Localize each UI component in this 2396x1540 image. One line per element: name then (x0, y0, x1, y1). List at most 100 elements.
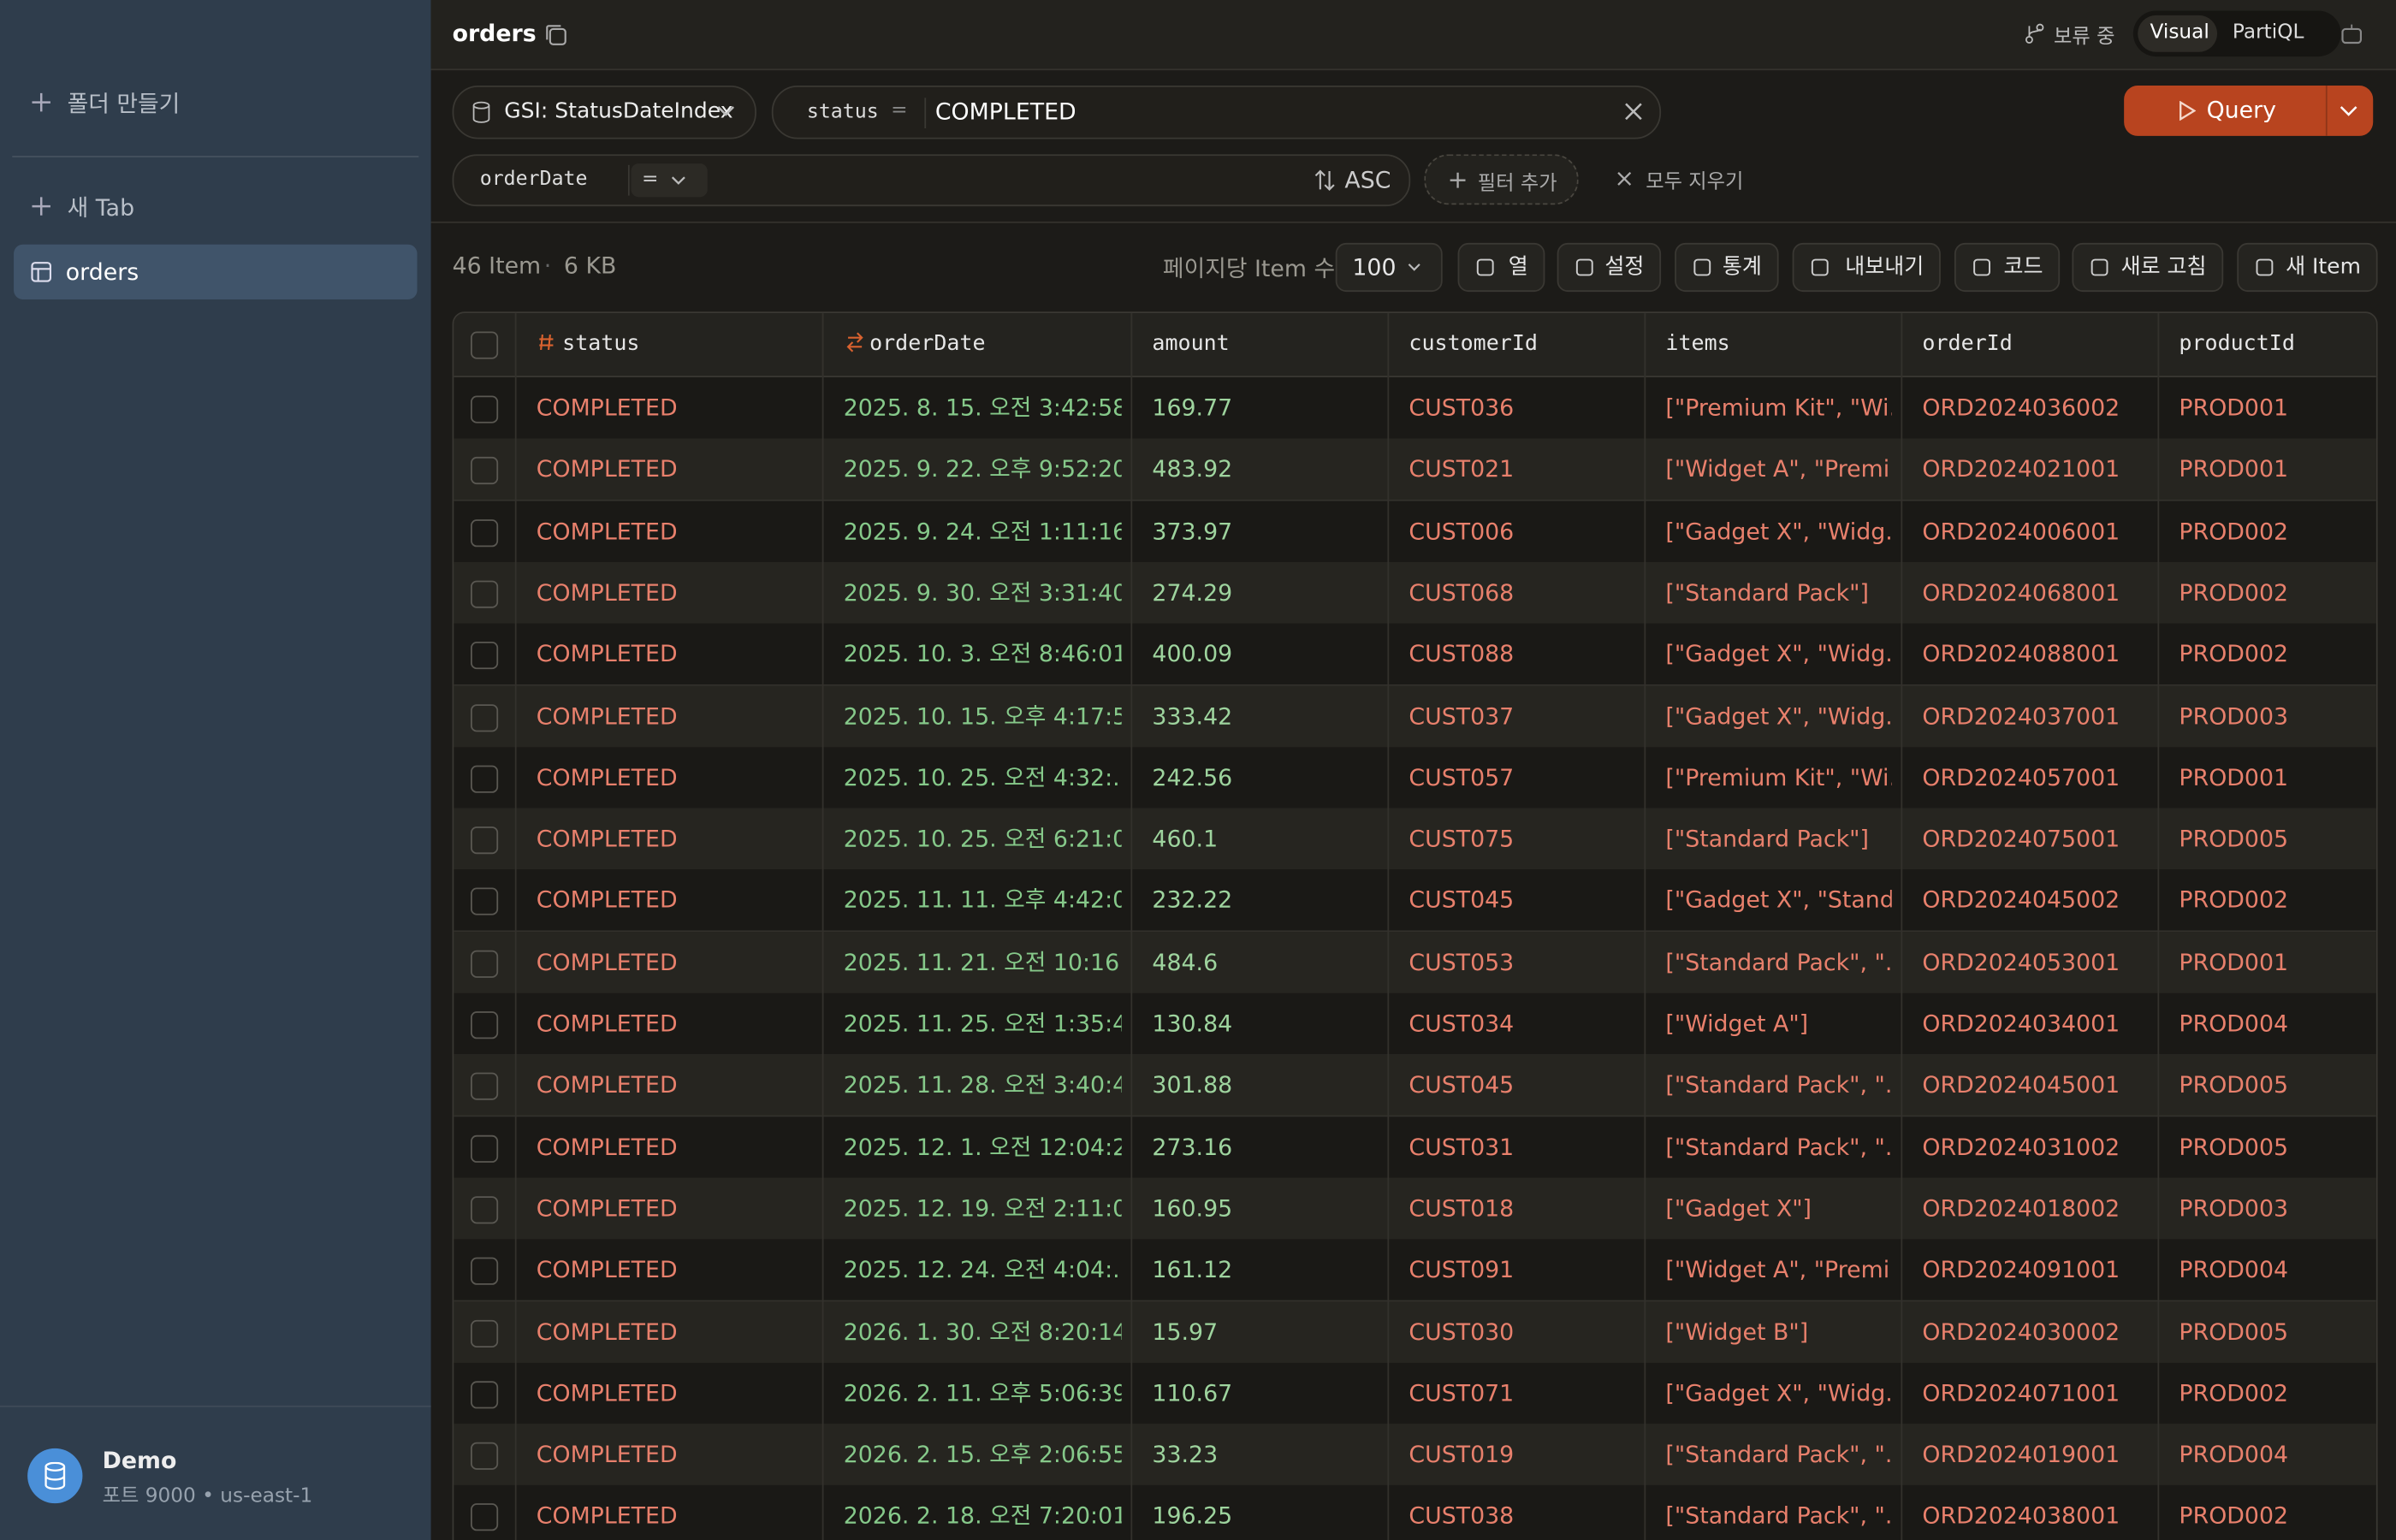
table-row[interactable] (454, 1362, 2376, 1425)
divider (12, 156, 419, 157)
row-checkbox[interactable] (470, 765, 499, 793)
query-button[interactable]: Query (2124, 85, 2374, 136)
cell: PROD005 (2179, 825, 2289, 853)
separator (2325, 85, 2328, 136)
row-checkbox[interactable] (470, 1318, 499, 1348)
row-checkbox[interactable] (470, 888, 499, 916)
table-row[interactable] (454, 1054, 2376, 1117)
toolbar-button[interactable]: 열 (1457, 242, 1545, 293)
button-icon (1693, 258, 1711, 276)
divider (430, 221, 2396, 223)
chevron (671, 176, 685, 185)
table-row[interactable] (454, 684, 2376, 749)
toolbar-button[interactable]: 내보내기 (1792, 242, 1941, 293)
copy-icon[interactable] (544, 23, 567, 46)
row-checkbox[interactable] (470, 642, 499, 670)
column-header[interactable]: orderId (1922, 331, 2013, 357)
cell: 2025. 10. 3. 오전 8:46:01 (843, 640, 1122, 668)
cell: CUST034 (1409, 1010, 1515, 1038)
toolbar-button[interactable]: 통계 (1675, 242, 1779, 293)
cell: 2025. 8. 15. 오전 3:42:58 (843, 394, 1122, 422)
cell: 2025. 9. 24. 오전 1:11:16 (843, 517, 1122, 545)
bot-icon[interactable] (2340, 21, 2364, 46)
sk-op-select[interactable]: = (631, 163, 708, 198)
row-checkbox[interactable] (470, 1442, 499, 1471)
row-checkbox[interactable] (470, 950, 499, 978)
table-row[interactable] (454, 869, 2376, 933)
row-checkbox[interactable] (470, 1073, 499, 1101)
column-header[interactable]: status (562, 331, 640, 357)
cell: CUST037 (1409, 702, 1515, 730)
pk-input[interactable]: status = COMPLETED (771, 85, 1662, 139)
plus-icon (1450, 172, 1466, 188)
row-checkbox[interactable] (470, 580, 499, 608)
add-filter[interactable]: 필터 추가 (1424, 154, 1579, 205)
column-header[interactable]: items (1665, 331, 1730, 357)
table-item[interactable]: orders (14, 244, 418, 299)
cell: COMPLETED (536, 1318, 678, 1346)
page-size-select[interactable]: 100 (1335, 242, 1443, 293)
sk-input[interactable]: orderDate = ASC (452, 154, 1411, 207)
clear-all[interactable]: 모두 지우기 (1646, 170, 1744, 194)
cell: COMPLETED (536, 1379, 678, 1407)
row-checkbox[interactable] (470, 826, 499, 855)
cell: 161.12 (1152, 1256, 1233, 1284)
column-divider (1901, 313, 1903, 1540)
new-tab[interactable]: 새 Tab (67, 193, 135, 222)
index-select[interactable]: GSI: StatusDateIndex (452, 85, 756, 139)
row-checkbox[interactable] (470, 1196, 499, 1224)
mode-visual[interactable]: Visual (2150, 21, 2209, 44)
cell: ORD2024075001 (1922, 825, 2120, 853)
pending[interactable]: 보류 중 (2053, 26, 2115, 50)
cell: CUST045 (1409, 1071, 1515, 1099)
row-checkbox[interactable] (470, 457, 499, 485)
row-checkbox[interactable] (470, 1011, 499, 1040)
cell: 196.25 (1152, 1502, 1233, 1531)
cell: 483.92 (1152, 455, 1233, 483)
header-checkbox[interactable] (470, 331, 499, 359)
branch-icon (2025, 23, 2044, 44)
button-label: 내보내기 (1845, 255, 1925, 280)
new-folder[interactable]: 폴더 만들기 (67, 90, 181, 118)
row-checkbox[interactable] (470, 1257, 499, 1286)
cell: COMPLETED (536, 1194, 678, 1223)
table-row[interactable] (454, 1116, 2376, 1179)
sort-order[interactable]: ASC (1344, 166, 1391, 194)
row-checkbox[interactable] (470, 395, 499, 424)
cell: PROD001 (2179, 394, 2289, 422)
chevron[interactable] (2340, 105, 2357, 117)
row-checkbox[interactable] (470, 703, 499, 732)
page-size: 100 (1352, 253, 1397, 281)
toolbar-button[interactable]: 설정 (1557, 242, 1662, 293)
cell: CUST018 (1409, 1194, 1515, 1223)
clear-icon[interactable] (1624, 103, 1642, 121)
sort-icon (1314, 169, 1335, 191)
column-header[interactable]: amount (1152, 331, 1230, 357)
toolbar-button[interactable]: 새 Item (2237, 242, 2378, 293)
cell: 2025. 11. 11. 오후 4:42:01 (843, 886, 1122, 915)
mode-partiql[interactable]: PartiQL (2232, 21, 2304, 44)
table-icon (31, 262, 51, 282)
cell: ORD2024018002 (1922, 1194, 2120, 1223)
cell: COMPLETED (536, 1256, 678, 1284)
cell: 110.67 (1152, 1379, 1233, 1407)
column-header[interactable]: productId (2179, 331, 2295, 357)
cell: ["Gadget X", "Widg... (1665, 1379, 1892, 1407)
row-checkbox[interactable] (470, 1503, 499, 1531)
column-divider (2157, 313, 2160, 1540)
row-checkbox[interactable] (470, 1134, 499, 1163)
table-row[interactable] (454, 1485, 2376, 1540)
button-icon (1575, 258, 1593, 276)
row-checkbox[interactable] (470, 518, 499, 547)
table-row[interactable] (454, 500, 2376, 564)
toolbar-button[interactable]: 새로 고침 (2072, 242, 2224, 293)
cell: 2026. 2. 11. 오후 5:06:39 (843, 1379, 1122, 1407)
column-header[interactable]: orderDate (869, 331, 986, 357)
key-glyph (539, 334, 554, 351)
toolbar-button[interactable]: 코드 (1954, 242, 2061, 293)
table: status orderDate amount customerId items orde… (452, 311, 2378, 1540)
separator (627, 164, 630, 196)
row-checkbox[interactable] (470, 1380, 499, 1409)
cell: CUST091 (1409, 1256, 1515, 1284)
column-header[interactable]: customerId (1409, 331, 1538, 357)
